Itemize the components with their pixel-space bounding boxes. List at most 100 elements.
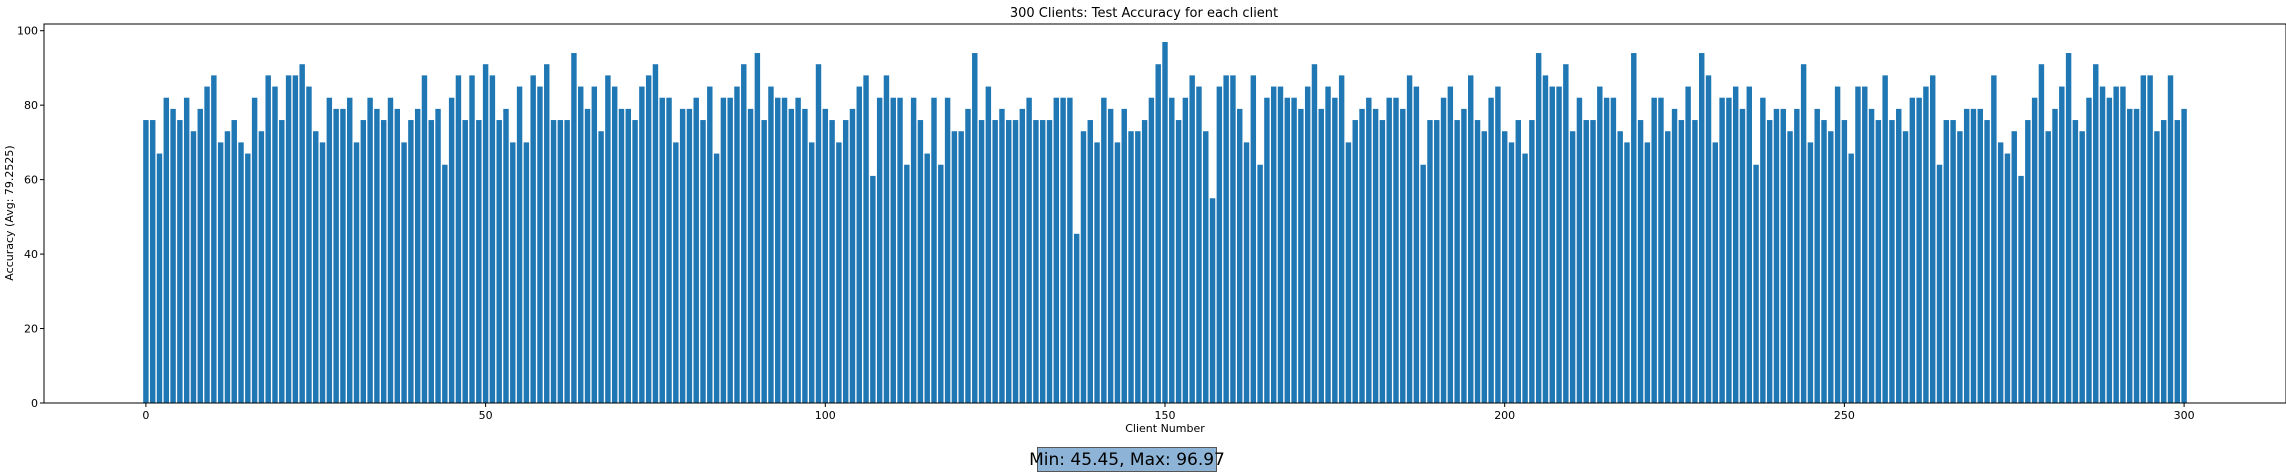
bar-client-206: [1542, 75, 1549, 404]
bar-client-115: [924, 153, 930, 403]
bar-client-190: [1434, 120, 1440, 404]
bar-client-288: [2099, 86, 2106, 403]
x-tick-label: 300: [2174, 409, 2195, 422]
bar-client-265: [1943, 120, 1950, 404]
bar-client-156: [1203, 131, 1209, 404]
bar-client-280: [2045, 131, 2051, 404]
bar-client-231: [1712, 142, 1719, 403]
bar-client-161: [1237, 108, 1243, 403]
bar-client-39: [408, 120, 414, 404]
bar-client-267: [1957, 131, 1963, 404]
bar-client-106: [863, 75, 869, 404]
bar-client-47: [462, 120, 468, 404]
bar-client-117: [938, 164, 944, 403]
bar-client-75: [652, 64, 659, 403]
bar-client-112: [904, 164, 910, 403]
bar-client-56: [523, 142, 530, 403]
bar-client-18: [265, 75, 271, 404]
bar-client-5: [177, 120, 183, 404]
bar-client-69: [611, 86, 618, 403]
bar-client-284: [2072, 120, 2079, 404]
bar-client-96: [795, 97, 801, 404]
bar-client-203: [1522, 153, 1528, 403]
bar-client-58: [537, 86, 543, 403]
plot-frame: [43, 23, 2286, 404]
bar-client-268: [1963, 108, 1970, 403]
bar-client-209: [1563, 64, 1569, 403]
bar-client-15: [245, 153, 251, 403]
bar-client-216: [1610, 97, 1617, 404]
bar-client-269: [1970, 108, 1977, 403]
bar-client-222: [1651, 97, 1657, 404]
bar-client-8: [197, 108, 203, 403]
bar-client-176: [1338, 75, 1345, 404]
bar-client-81: [693, 97, 699, 404]
bar-client-16: [251, 97, 258, 404]
bar-client-1: [149, 120, 156, 404]
bar-client-299: [2174, 120, 2181, 404]
bar-client-175: [1332, 97, 1338, 404]
bar-client-152: [1175, 120, 1182, 404]
bar-client-179: [1359, 108, 1365, 403]
bar-client-133: [1046, 120, 1053, 404]
bar-client-151: [1169, 97, 1175, 404]
x-tick-label: 0: [142, 409, 149, 422]
bar-client-214: [1597, 86, 1603, 403]
bar-client-167: [1277, 86, 1284, 403]
bar-client-196: [1474, 120, 1481, 404]
bar-client-132: [1039, 120, 1046, 404]
bar-client-184: [1393, 97, 1399, 404]
bar-client-131: [1033, 120, 1039, 404]
y-tick-label: 40: [24, 248, 38, 261]
bar-client-182: [1379, 120, 1386, 404]
bar-client-204: [1529, 120, 1535, 404]
x-tick-label: 250: [1834, 409, 1855, 422]
bar-client-32: [360, 120, 367, 404]
bar-client-289: [2106, 97, 2113, 404]
bar-client-104: [849, 108, 856, 403]
bar-client-227: [1685, 86, 1691, 403]
bar-client-232: [1719, 97, 1725, 404]
bar-client-114: [917, 120, 924, 404]
bar-client-127: [1006, 120, 1012, 404]
bar-client-110: [890, 97, 896, 404]
chart-title: 300 Clients: Test Accuracy for each clie…: [1010, 6, 1278, 21]
bar-client-62: [564, 120, 570, 404]
bar-client-181: [1372, 108, 1379, 403]
y-axis-label: Accuracy (Avg: 79.2525): [3, 145, 16, 280]
bar-client-22: [292, 75, 299, 404]
x-axis-ticks: 0 50 100 150 200 250 300: [142, 403, 2195, 422]
bar-client-258: [1896, 108, 1902, 403]
bar-client-192: [1447, 86, 1454, 403]
bar-client-120: [958, 131, 964, 404]
bar-client-224: [1665, 131, 1671, 404]
bar-client-142: [1107, 108, 1114, 403]
bar-client-100: [822, 108, 829, 403]
bar-client-124: [985, 86, 992, 403]
bar-client-67: [598, 131, 604, 404]
bar-client-173: [1318, 108, 1324, 403]
bar-client-245: [1807, 142, 1814, 403]
bar-client-126: [999, 108, 1005, 403]
bar-client-76: [659, 97, 665, 404]
bar-client-296: [2154, 131, 2160, 404]
bar-client-235: [1739, 108, 1746, 403]
bar-client-139: [1087, 120, 1093, 404]
bar-client-78: [673, 142, 679, 403]
bar-client-256: [1882, 75, 1888, 404]
bar-client-158: [1216, 86, 1223, 403]
bar-client-50: [482, 64, 489, 403]
bar-client-221: [1644, 142, 1651, 403]
bar-client-297: [2160, 120, 2167, 404]
bar-client-217: [1617, 131, 1623, 404]
bar-client-53: [503, 108, 509, 403]
bar-client-46: [455, 75, 462, 404]
bar-client-239: [1766, 120, 1773, 404]
bar-client-263: [1929, 75, 1936, 404]
bar-client-108: [876, 97, 883, 404]
bar-client-193: [1454, 120, 1460, 404]
bar-client-26: [319, 142, 326, 403]
bar-client-177: [1345, 142, 1352, 403]
bar-client-153: [1182, 97, 1189, 404]
y-axis-ticks: 0 20 40 60 80 100: [17, 25, 44, 410]
